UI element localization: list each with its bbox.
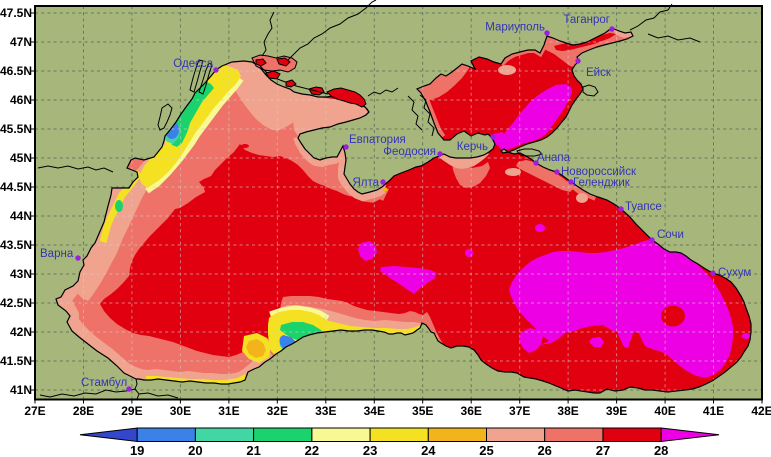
svg-text:42.5N: 42.5N: [0, 296, 32, 310]
svg-text:40E: 40E: [654, 404, 675, 418]
svg-text:46N: 46N: [10, 93, 32, 107]
svg-text:43.5N: 43.5N: [0, 238, 32, 252]
svg-text:42N: 42N: [10, 325, 32, 339]
svg-text:31E: 31E: [218, 404, 239, 418]
svg-text:47N: 47N: [10, 35, 32, 49]
svg-text:Новороссийск: Новороссийск: [561, 166, 637, 178]
svg-text:Ялта: Ялта: [352, 177, 379, 189]
svg-text:45.5N: 45.5N: [0, 122, 32, 136]
svg-text:41.5N: 41.5N: [0, 354, 32, 368]
svg-text:34E: 34E: [364, 404, 385, 418]
svg-text:Варна: Варна: [40, 248, 74, 260]
svg-text:44.5N: 44.5N: [0, 180, 32, 194]
svg-text:27E: 27E: [24, 404, 45, 418]
svg-text:Геленджик: Геленджик: [573, 177, 631, 189]
svg-text:Сочи: Сочи: [657, 229, 684, 241]
svg-text:Туапсе: Туапсе: [625, 201, 662, 213]
svg-text:28E: 28E: [73, 404, 94, 418]
svg-text:35E: 35E: [412, 404, 433, 418]
svg-text:37E: 37E: [509, 404, 530, 418]
svg-text:39E: 39E: [606, 404, 627, 418]
svg-text:29E: 29E: [121, 404, 142, 418]
svg-text:41N: 41N: [10, 383, 32, 397]
svg-text:46.5N: 46.5N: [0, 64, 32, 78]
svg-text:Евпатория: Евпатория: [349, 134, 406, 146]
svg-text:19: 19: [130, 443, 144, 457]
svg-text:21: 21: [246, 443, 260, 457]
svg-text:44N: 44N: [10, 209, 32, 223]
svg-text:38E: 38E: [557, 404, 578, 418]
svg-text:25: 25: [479, 443, 493, 457]
svg-text:30E: 30E: [170, 404, 191, 418]
svg-text:Анапа: Анапа: [537, 152, 571, 164]
svg-text:42E: 42E: [751, 404, 771, 418]
svg-text:32E: 32E: [267, 404, 288, 418]
svg-text:28: 28: [654, 443, 668, 457]
svg-text:Таганрог: Таганрог: [563, 14, 610, 26]
svg-text:43N: 43N: [10, 267, 32, 281]
svg-text:41E: 41E: [703, 404, 724, 418]
svg-text:20: 20: [188, 443, 202, 457]
svg-text:24: 24: [421, 443, 436, 457]
svg-text:22: 22: [305, 443, 319, 457]
svg-text:Феодосия: Феодосия: [383, 146, 436, 158]
svg-text:Мариуполь: Мариуполь: [485, 22, 545, 34]
svg-text:23: 23: [363, 443, 377, 457]
svg-text:33E: 33E: [315, 404, 336, 418]
svg-text:Керчь: Керчь: [457, 141, 488, 153]
svg-text:Ейск: Ейск: [586, 67, 612, 79]
svg-text:Сухум: Сухум: [718, 267, 751, 279]
svg-text:45N: 45N: [10, 151, 32, 165]
svg-text:27: 27: [596, 443, 610, 457]
svg-text:26: 26: [537, 443, 551, 457]
svg-text:Стамбул: Стамбул: [81, 377, 127, 389]
svg-text:36E: 36E: [461, 404, 482, 418]
svg-text:47.5N: 47.5N: [0, 6, 32, 20]
svg-text:Одесса: Одесса: [173, 58, 213, 70]
